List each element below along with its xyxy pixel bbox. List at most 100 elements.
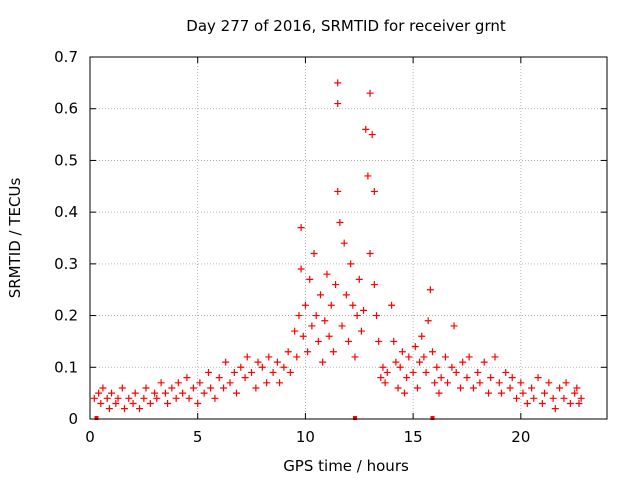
data-point <box>370 281 378 289</box>
data-point <box>342 291 350 299</box>
y-tick-label: 0.1 <box>54 358 78 376</box>
data-point <box>151 389 159 397</box>
data-point <box>334 187 342 195</box>
data-point <box>314 337 322 345</box>
data-point <box>226 379 234 387</box>
grid <box>90 57 607 419</box>
data-point <box>444 379 452 387</box>
data-point <box>146 399 154 407</box>
data-point <box>523 399 531 407</box>
data-point <box>241 374 249 382</box>
data-point <box>185 394 193 402</box>
data-point <box>381 379 389 387</box>
axis-marker <box>94 416 99 420</box>
data-point <box>528 384 536 392</box>
data-point <box>448 363 456 371</box>
data-point <box>541 389 549 397</box>
data-point <box>215 374 223 382</box>
y-tick-label: 0.5 <box>54 151 78 169</box>
data-point <box>220 384 228 392</box>
data-point <box>422 368 430 376</box>
data-point <box>153 394 161 402</box>
x-tick-label: 10 <box>296 428 315 446</box>
data-point <box>301 301 309 309</box>
data-point <box>355 275 363 283</box>
data-point <box>103 394 111 402</box>
data-point <box>403 374 411 382</box>
data-point <box>437 374 445 382</box>
data-point <box>431 379 439 387</box>
data-point <box>90 394 98 402</box>
data-point <box>433 363 441 371</box>
data-point <box>401 389 409 397</box>
data-point <box>571 389 579 397</box>
data-point <box>491 353 499 361</box>
data-point <box>405 353 413 361</box>
data-point <box>349 301 357 309</box>
plot-frame <box>89 56 608 420</box>
data-point <box>545 379 553 387</box>
data-point <box>566 399 574 407</box>
x-axis-label: GPS time / hours <box>283 457 409 475</box>
data-point <box>295 312 303 320</box>
data-point <box>164 399 172 407</box>
x-tick-label: 5 <box>193 428 203 446</box>
data-point <box>480 358 488 366</box>
data-point <box>248 368 256 376</box>
data-point <box>366 89 374 97</box>
data-point <box>120 405 128 413</box>
data-point <box>161 389 169 397</box>
data-point <box>196 379 204 387</box>
data-point <box>269 368 277 376</box>
data-point <box>409 368 417 376</box>
data-point <box>254 358 262 366</box>
data-point <box>207 384 215 392</box>
data-point <box>502 368 510 376</box>
data-point <box>112 399 120 407</box>
x-tick-label: 0 <box>85 428 95 446</box>
data-point <box>118 384 126 392</box>
data-point <box>435 389 443 397</box>
data-point <box>329 348 337 356</box>
data-point <box>377 374 385 382</box>
data-point <box>142 384 150 392</box>
data-point <box>375 337 383 345</box>
data-point <box>364 172 372 180</box>
x-tick-label: 15 <box>404 428 423 446</box>
x-axis-ticks: 0 5 10 15 20 <box>85 57 530 446</box>
data-point <box>452 368 460 376</box>
axis-marker <box>430 416 435 420</box>
data-point <box>495 379 503 387</box>
data-point <box>556 384 564 392</box>
data-point <box>286 368 294 376</box>
chart-title: Day 277 of 2016, SRMTID for receiver grn… <box>186 17 506 35</box>
data-point <box>465 353 473 361</box>
data-point <box>549 394 557 402</box>
data-point <box>538 399 546 407</box>
data-point <box>485 389 493 397</box>
data-point <box>459 358 467 366</box>
data-point <box>172 394 180 402</box>
data-point <box>390 337 398 345</box>
y-tick-label: 0.3 <box>54 255 78 273</box>
data-point <box>174 379 182 387</box>
y-tick-label: 0.6 <box>54 100 78 118</box>
data-point <box>323 270 331 278</box>
data-point <box>306 275 314 283</box>
data-point <box>321 317 329 325</box>
data-point <box>394 384 402 392</box>
data-point <box>370 187 378 195</box>
data-point <box>189 384 197 392</box>
data-point <box>179 389 187 397</box>
data-point <box>211 394 219 402</box>
data-point <box>416 358 424 366</box>
data-point <box>351 353 359 361</box>
data-point <box>95 389 103 397</box>
data-point <box>243 353 251 361</box>
data-point <box>463 374 471 382</box>
data-point <box>334 100 342 108</box>
axis-markers <box>94 416 435 420</box>
data-point <box>530 394 538 402</box>
data-point <box>334 79 342 87</box>
